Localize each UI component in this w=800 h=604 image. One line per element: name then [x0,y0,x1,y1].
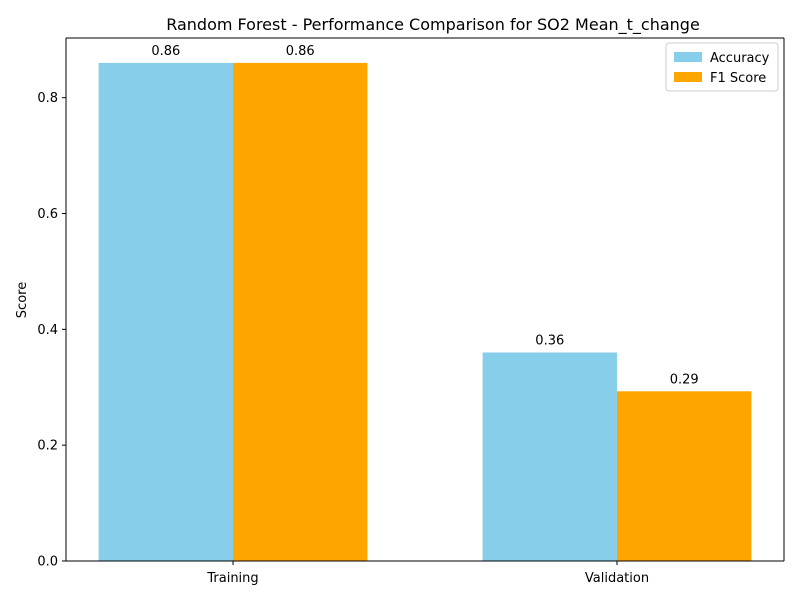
legend-label: F1 Score [710,71,766,86]
bar-f1-score-training [233,62,368,562]
chart-title: Random Forest - Performance Comparison f… [166,15,700,35]
data-label: 0.86 [286,44,315,59]
bar-accuracy-training [98,62,234,562]
legend: Accuracy F1 Score [665,42,779,92]
bar-f1-score-validation [616,391,752,561]
y-tick-label: 0.0 [37,555,58,570]
x-tick-label: Validation [585,571,649,586]
data-label: 0.86 [151,44,180,59]
bars-layer [98,62,752,562]
data-label: 0.29 [670,372,699,387]
y-tick-label: 0.2 [37,439,58,454]
legend-swatch [674,72,702,82]
y-tick-label: 0.4 [37,323,58,338]
x-tick-label: Training [206,571,258,586]
y-tick-label: 0.8 [37,91,58,106]
y-axis-label: Score [15,282,30,318]
bar-accuracy-validation [482,352,617,561]
legend-swatch [674,52,702,62]
y-tick-label: 0.6 [37,207,58,222]
data-labels-layer: 0.86 0.36 0.86 0.29 [151,44,698,387]
legend-label: Accuracy [710,51,770,66]
axes-layer: 0.0 0.2 0.4 0.6 0.8 Training Validation [37,37,785,586]
data-label: 0.36 [535,333,564,348]
